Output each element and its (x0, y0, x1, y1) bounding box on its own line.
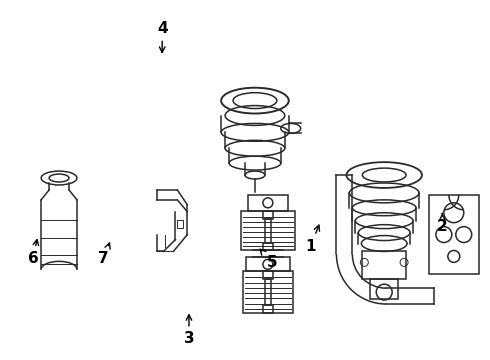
Bar (248, 195, 288, 211)
Text: 5: 5 (260, 249, 277, 270)
Bar (429, 195, 479, 274)
Text: 4: 4 (157, 21, 168, 53)
Text: 3: 3 (184, 315, 194, 346)
Text: 1: 1 (306, 225, 319, 253)
Bar (370, 279, 398, 299)
Bar (362, 251, 406, 279)
Bar (246, 257, 290, 271)
Bar (177, 220, 183, 228)
Text: 7: 7 (98, 243, 110, 266)
Text: 6: 6 (27, 240, 39, 266)
Text: 2: 2 (437, 213, 448, 234)
